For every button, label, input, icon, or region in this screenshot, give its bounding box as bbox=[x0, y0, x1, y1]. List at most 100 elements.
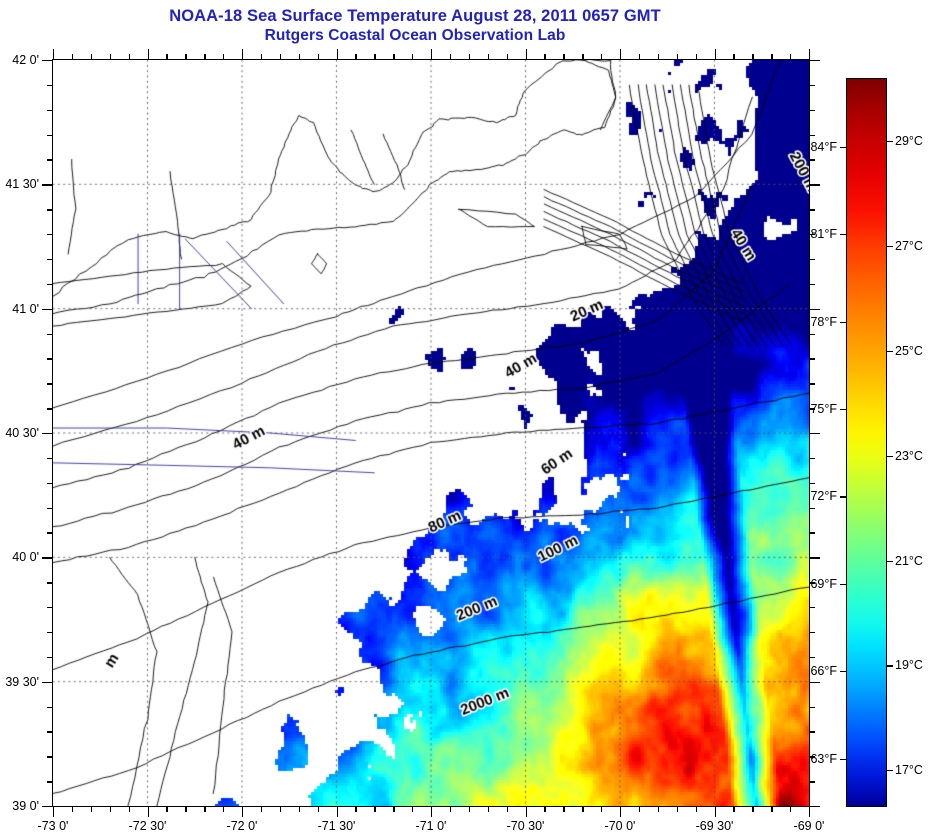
y-minor-tick bbox=[47, 258, 53, 261]
colorbar-f-tick bbox=[840, 234, 847, 236]
x-minor-tick bbox=[733, 806, 735, 812]
x-minor-tick bbox=[260, 806, 263, 812]
colorbar-f-tick bbox=[840, 408, 847, 411]
x-minor-tick bbox=[601, 806, 603, 812]
y-minor-tick bbox=[47, 383, 53, 385]
x-tick-top bbox=[71, 54, 74, 60]
y-tick-right bbox=[809, 507, 815, 509]
x-tick-top bbox=[582, 54, 584, 60]
x-minor-tick bbox=[563, 806, 565, 812]
x-tick-top bbox=[90, 54, 93, 60]
colorbar-fahrenheit-label: 63°F bbox=[810, 751, 837, 766]
y-tick-right bbox=[809, 706, 815, 708]
y-tick-right bbox=[809, 84, 815, 87]
y-axis-label: 40 30' bbox=[5, 426, 39, 440]
x-tick-top bbox=[601, 54, 603, 60]
colorbar-f-tick bbox=[840, 758, 847, 760]
x-tick-top bbox=[563, 54, 565, 60]
x-minor-tick bbox=[638, 806, 641, 812]
x-major-tick bbox=[53, 806, 55, 817]
x-axis-label: -69 30' bbox=[695, 819, 734, 833]
x-minor-tick bbox=[676, 806, 679, 812]
y-minor-tick bbox=[47, 631, 53, 634]
x-tick-top bbox=[714, 49, 716, 60]
y-tick-right bbox=[809, 60, 820, 62]
x-axis-label: -72 30' bbox=[128, 819, 167, 833]
y-minor-tick bbox=[47, 358, 53, 360]
colorbar-fahrenheit-label: 72°F bbox=[810, 489, 837, 504]
y-tick-right bbox=[809, 457, 815, 460]
x-tick-top bbox=[752, 54, 754, 60]
y-tick-right bbox=[809, 681, 820, 684]
y-minor-tick bbox=[47, 283, 53, 286]
x-minor-tick bbox=[412, 806, 414, 812]
y-axis-label: 41 0' bbox=[12, 301, 39, 316]
x-minor-tick bbox=[223, 806, 225, 812]
x-tick-top bbox=[790, 54, 792, 60]
colorbar-c-tick bbox=[886, 245, 893, 247]
y-tick-right bbox=[809, 532, 815, 534]
title-line-1: NOAA-18 Sea Surface Temperature August 2… bbox=[169, 7, 661, 25]
x-minor-tick bbox=[71, 806, 74, 812]
colorbar-celsius-label: 17°C bbox=[895, 763, 923, 778]
colorbar-celsius-label: 29°C bbox=[895, 133, 923, 148]
x-minor-tick bbox=[128, 806, 130, 812]
colorbar-c-tick bbox=[886, 455, 893, 457]
x-major-tick bbox=[147, 806, 149, 817]
x-tick-top bbox=[468, 54, 471, 60]
colorbar-c-tick bbox=[886, 350, 893, 352]
colorbar-fahrenheit-label: 81°F bbox=[810, 227, 837, 242]
x-major-tick bbox=[336, 806, 338, 817]
x-tick-top bbox=[53, 49, 55, 60]
x-tick-top bbox=[298, 54, 301, 60]
x-axis-label: -70 30' bbox=[506, 819, 545, 833]
colorbar-c-tick bbox=[886, 140, 893, 143]
y-tick-right bbox=[809, 333, 815, 335]
x-minor-tick bbox=[298, 806, 301, 812]
y-minor-tick bbox=[47, 507, 53, 509]
y-minor-tick bbox=[47, 656, 53, 659]
x-tick-top bbox=[317, 54, 319, 60]
y-minor-tick bbox=[47, 84, 53, 87]
y-axis-label: 39 0' bbox=[12, 799, 39, 813]
x-tick-top bbox=[506, 54, 508, 60]
colorbar-f-tick bbox=[840, 146, 847, 148]
y-tick-right bbox=[809, 308, 820, 311]
y-tick-right bbox=[809, 557, 820, 559]
y-major-tick bbox=[42, 806, 53, 808]
y-tick-right bbox=[809, 656, 815, 659]
y-tick-right bbox=[809, 731, 815, 733]
colorbar-celsius-label: 25°C bbox=[895, 343, 923, 358]
y-tick-right bbox=[809, 109, 815, 112]
x-major-tick bbox=[809, 806, 811, 817]
x-tick-top bbox=[223, 54, 225, 60]
y-major-tick bbox=[42, 681, 53, 684]
colorbar-fahrenheit-label: 75°F bbox=[810, 401, 837, 416]
x-major-tick bbox=[431, 806, 433, 817]
y-minor-tick bbox=[47, 706, 53, 708]
x-axis-label: -69 0' bbox=[793, 819, 825, 833]
y-minor-tick bbox=[47, 134, 53, 136]
y-tick-right bbox=[809, 184, 820, 186]
colorbar-f-tick bbox=[840, 496, 847, 498]
x-minor-tick bbox=[317, 806, 319, 812]
y-tick-right bbox=[809, 482, 815, 485]
y-tick-right bbox=[809, 631, 815, 634]
y-minor-tick bbox=[47, 781, 53, 783]
temperature-colorbar[interactable] bbox=[846, 78, 887, 807]
x-minor-tick bbox=[582, 806, 584, 812]
x-tick-top bbox=[242, 49, 244, 60]
x-minor-tick bbox=[449, 806, 452, 812]
y-tick-right bbox=[809, 756, 815, 758]
x-tick-top bbox=[393, 54, 395, 60]
x-tick-top bbox=[185, 54, 187, 60]
x-axis-label: -71 30' bbox=[317, 819, 356, 833]
y-minor-tick bbox=[47, 756, 53, 758]
x-tick-top bbox=[676, 54, 679, 60]
y-tick-right bbox=[809, 358, 815, 360]
x-minor-tick bbox=[279, 806, 282, 812]
map-plot-area[interactable] bbox=[52, 59, 810, 807]
x-tick-top bbox=[809, 49, 811, 60]
x-tick-top bbox=[657, 54, 660, 60]
colorbar-f-tick bbox=[840, 671, 847, 673]
